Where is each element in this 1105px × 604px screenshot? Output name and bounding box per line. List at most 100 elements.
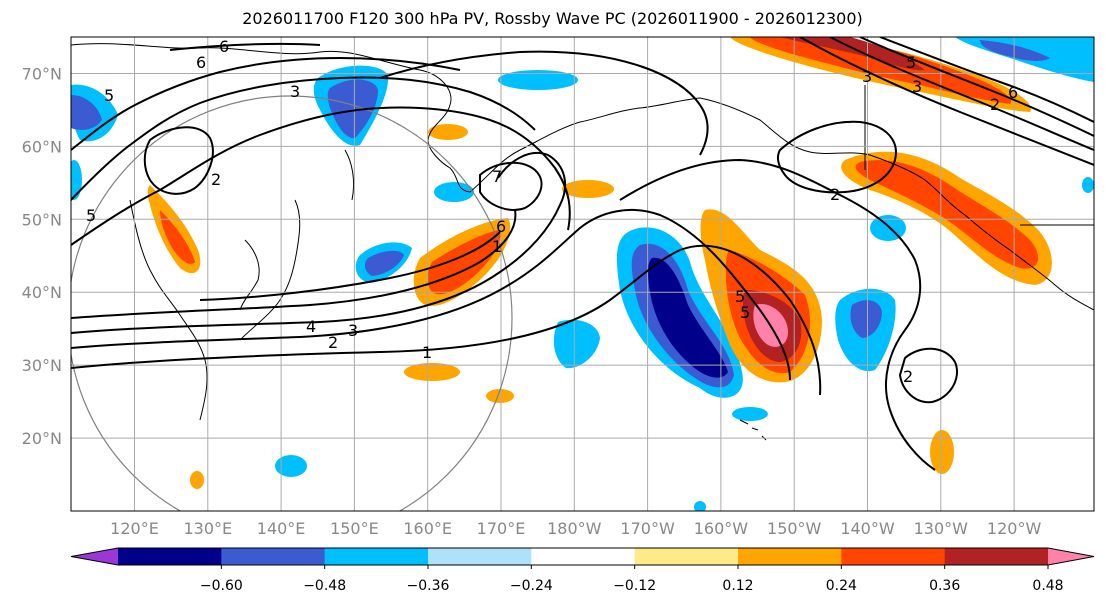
pv-negative-east-pacific-inner xyxy=(850,300,882,338)
contour-3-pvu-north xyxy=(71,76,536,201)
x-tick-label: 150°W xyxy=(767,519,822,538)
colorbar-outline xyxy=(70,547,1095,566)
pv-negative-small-7 xyxy=(71,160,82,200)
x-tick-label: 120°W xyxy=(987,519,1042,538)
coastline-japan xyxy=(239,199,301,341)
x-tick-label: 170°E xyxy=(477,519,526,538)
colorbar-segment xyxy=(324,548,429,565)
contour-label: 6 xyxy=(1008,83,1018,102)
colorbar-extend-high xyxy=(1048,548,1094,565)
map-frame xyxy=(70,36,1095,512)
pv-positive-arctic-streak-core xyxy=(780,37,925,71)
contour-label: 5 xyxy=(906,53,916,72)
colorbar-tick-label: −0.48 xyxy=(303,578,346,594)
colorbar-extend-low xyxy=(71,548,118,565)
contour-3-pvu-arctic xyxy=(829,37,1094,151)
y-tick-label: 40°N xyxy=(22,283,62,302)
map-background xyxy=(71,37,1094,511)
colorbar-segment xyxy=(118,548,222,565)
pv-negative-small-8 xyxy=(1082,177,1094,193)
pv-positive-band-alaska-inner xyxy=(855,160,1039,269)
gridlines xyxy=(71,37,1094,511)
colorbar-tick-label: 0.48 xyxy=(1032,578,1063,594)
contour-label: 5 xyxy=(735,287,745,306)
x-tick-label: 120°E xyxy=(110,519,159,538)
contour-label: 2 xyxy=(328,333,338,352)
chart-title: 2026011700 F120 300 hPa PV, Rossby Wave … xyxy=(242,9,863,28)
contour-label: 3 xyxy=(912,77,922,96)
x-tick-label: 160°E xyxy=(403,519,452,538)
contour-5-pvu-arctic xyxy=(859,37,1094,137)
contour-5-pvu xyxy=(199,231,501,301)
colorbar-tick-label: −0.12 xyxy=(613,578,656,594)
colorbar-tick-label: −0.60 xyxy=(200,578,243,594)
colorbar: −0.60 −0.48 −0.36 −0.24 −0.12 0.12 0.24 0.36 0.4… xyxy=(70,547,1095,594)
pv-negative-central-pacific xyxy=(553,319,600,369)
contour-label: 3 xyxy=(348,321,358,340)
x-tick-label: 180°W xyxy=(547,519,602,538)
contour-1-pvu xyxy=(71,244,822,396)
contour-label: 6 xyxy=(496,217,506,236)
contour-label: 2 xyxy=(903,367,913,386)
contour-label: 6 xyxy=(196,53,206,72)
pv-negative-small-5 xyxy=(275,455,307,477)
pv-negative-small-1 xyxy=(498,70,578,90)
coastline-china xyxy=(129,199,208,421)
pv-positive-small-5 xyxy=(930,430,954,474)
y-tick-label: 60°N xyxy=(22,137,62,156)
x-tick-label: 140°W xyxy=(840,519,895,538)
colorbar-tick-label: 0.36 xyxy=(929,578,960,594)
y-axis-labels: 70°N 60°N 50°N 40°N 30°N 20°N xyxy=(22,64,62,448)
map-layer xyxy=(71,37,1094,511)
contour-label: 5 xyxy=(86,206,96,225)
contour-2-pvu-arctic xyxy=(799,37,1094,166)
colorbar-segment xyxy=(634,548,739,565)
x-tick-label: 170°W xyxy=(620,519,675,538)
contour-6-pvu-arctic xyxy=(879,37,1094,123)
contour-label: 1 xyxy=(422,343,432,362)
coastline-sakhalin xyxy=(344,149,355,201)
colorbar-segment xyxy=(944,548,1049,565)
contour-label: 1 xyxy=(492,237,502,256)
coastline-korea xyxy=(239,239,260,311)
pv-positive-small-6 xyxy=(190,471,204,489)
contour-label: 2 xyxy=(830,185,840,204)
coastline-alaska xyxy=(699,97,1094,311)
coastline-kamchatka xyxy=(469,97,701,193)
contour-label: 5 xyxy=(740,303,750,322)
contour-2-pvu-east-loop xyxy=(776,120,897,194)
contour-label: 3 xyxy=(290,82,300,101)
contour-2-pvu-loop xyxy=(143,126,214,195)
great-circle-outline xyxy=(71,95,513,511)
pv-contours xyxy=(71,37,1094,471)
colorbar-segment xyxy=(738,548,842,565)
contour-7-pvu-loop xyxy=(479,161,543,211)
x-tick-label: 130°W xyxy=(914,519,969,538)
pv-negative-sea-japan-inner xyxy=(364,250,404,276)
colorbar-tick-label: −0.36 xyxy=(407,578,450,594)
pv-negative-small-6 xyxy=(694,501,706,511)
contour-label: 2 xyxy=(990,95,1000,114)
x-tick-label: 130°E xyxy=(183,519,232,538)
colorbar-segment xyxy=(841,548,946,565)
contour-3-pvu-west xyxy=(71,152,567,334)
pv-positive-small-4 xyxy=(486,389,514,403)
x-axis-labels: 120°E 130°E 140°E 150°E 160°E 170°E 180°W 170°W… xyxy=(110,519,1041,538)
pv-negative-small-2 xyxy=(434,182,474,202)
y-tick-label: 20°N xyxy=(22,429,62,448)
x-tick-label: 140°E xyxy=(257,519,306,538)
pv-negative-west-edge-inner xyxy=(71,95,102,130)
colorbar-segment xyxy=(531,548,636,565)
contour-label: 4 xyxy=(306,317,316,336)
pv-positive-small-2 xyxy=(562,180,614,198)
contour-2-pvu-west xyxy=(71,208,791,381)
y-tick-label: 30°N xyxy=(22,356,62,375)
colorbar-segment xyxy=(221,548,326,565)
x-tick-label: 150°E xyxy=(330,519,379,538)
colorbar-tick-label: 0.24 xyxy=(826,578,857,594)
pv-negative-arctic-inner xyxy=(980,40,1050,61)
colorbar-segment xyxy=(428,548,532,565)
pv-positive-east-china-inner xyxy=(160,210,195,265)
contour-label: 2 xyxy=(211,170,221,189)
